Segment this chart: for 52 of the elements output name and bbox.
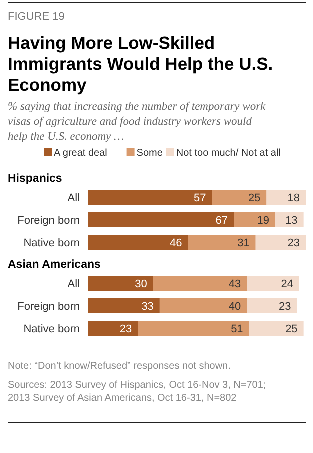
bar bbox=[212, 190, 267, 205]
data-label: 25 bbox=[286, 324, 298, 336]
data-label: 33 bbox=[142, 301, 154, 313]
bar bbox=[160, 298, 248, 314]
bar bbox=[234, 212, 276, 228]
y-tick-label: Native born bbox=[24, 324, 80, 336]
chart-title: Hispanics bbox=[8, 173, 62, 185]
bar bbox=[88, 321, 138, 336]
source-note: Sources: 2013 Survey of Hispanics, Oct 16-Nov 3, N=701; 2013 Survey of Asian Americans, Oct 16-31, N=802 bbox=[8, 380, 266, 404]
data-label: 18 bbox=[288, 192, 300, 204]
data-label: 23 bbox=[288, 238, 300, 250]
text: Note: “Don’t know/Refused” responses not shown. bbox=[8, 361, 231, 372]
data-label: 30 bbox=[135, 278, 148, 290]
data-label: 67 bbox=[216, 215, 228, 227]
data-label: 57 bbox=[194, 192, 206, 204]
y-tick-label: All bbox=[68, 278, 80, 290]
data-label: 13 bbox=[286, 215, 298, 227]
chart-title: Asian Americans bbox=[8, 259, 101, 271]
bar bbox=[88, 212, 234, 228]
bar bbox=[153, 276, 248, 291]
bar bbox=[138, 321, 250, 336]
data-label: 31 bbox=[238, 238, 250, 250]
bar bbox=[256, 235, 306, 250]
data-label: 24 bbox=[281, 278, 294, 290]
legend-label: Some bbox=[136, 148, 164, 159]
bar bbox=[88, 235, 188, 250]
data-label: 25 bbox=[248, 192, 261, 204]
data-label: 40 bbox=[228, 301, 242, 313]
data-label: 43 bbox=[228, 278, 242, 290]
data-label: 46 bbox=[170, 238, 182, 250]
bar bbox=[188, 235, 256, 250]
bar bbox=[275, 212, 304, 228]
data-label: 23 bbox=[120, 324, 132, 336]
data-label: 51 bbox=[231, 324, 244, 336]
y-tick-label: Foreign born bbox=[18, 301, 80, 313]
y-tick-label: Foreign born bbox=[18, 215, 80, 227]
data-label: 19 bbox=[257, 215, 270, 227]
y-tick-label: All bbox=[68, 192, 80, 204]
legend-label: A great deal bbox=[54, 148, 108, 159]
text: Having More Low-Skilled Immigrants Would Help the U.S. Economy bbox=[8, 33, 274, 95]
bar bbox=[247, 276, 300, 291]
data-label: 23 bbox=[279, 301, 292, 313]
bar bbox=[88, 276, 154, 291]
bar bbox=[266, 190, 306, 205]
y-tick-label: Native born bbox=[24, 238, 80, 250]
bar bbox=[88, 298, 160, 314]
text: % saying that increasing the number of temporary work visas of agriculture and food industry workers would help the U.S. economy … bbox=[8, 101, 267, 143]
bar bbox=[88, 190, 212, 205]
caption: FIGURE 19 bbox=[8, 11, 65, 23]
bar bbox=[247, 298, 298, 314]
bar bbox=[249, 321, 304, 336]
legend-label: Not too much/ Not at all bbox=[176, 148, 281, 159]
